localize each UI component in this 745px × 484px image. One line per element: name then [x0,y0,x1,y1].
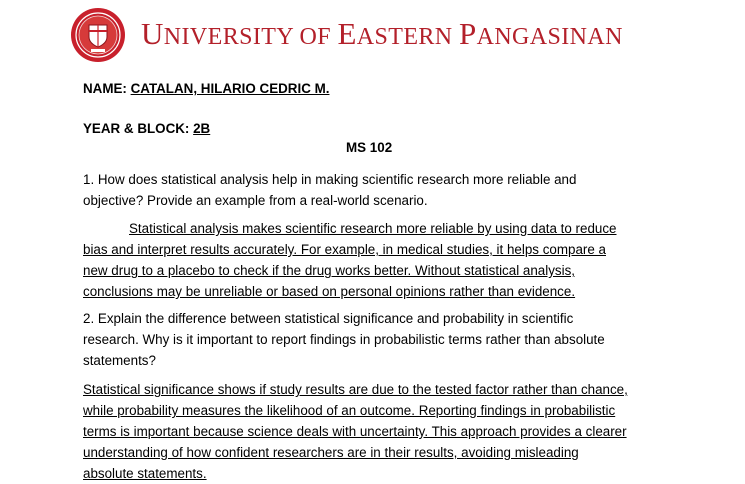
a2-line: understanding of how confident researche… [83,445,579,460]
q1-line: 1. How does statistical analysis help in… [83,172,577,187]
a2-line: while probability measures the likelihoo… [83,403,616,418]
university-name: UNIVERSITY OF EASTERN PANGASINAN [141,14,623,57]
university-name-part: NIVERSITY OF [163,24,338,50]
year-block-value: 2B [193,121,211,136]
year-block-label: YEAR & BLOCK: [83,121,194,136]
year-block-line: YEAR & BLOCK: 2B [83,119,210,139]
question-1: 1. How does statistical analysis help in… [83,169,683,211]
document-header: UNIVERSITY OF EASTERN PANGASINAN [70,7,690,63]
name-label: NAME: [83,81,131,96]
a1-line: conclusions may be unreliable or based o… [83,284,576,299]
course-code: MS 102 [346,140,393,155]
university-seal-icon [71,8,125,62]
question-2: 2. Explain the difference between statis… [83,308,683,371]
a1-line: new drug to a placebo to check if the dr… [83,263,575,278]
name-value: CATALAN, HILARIO CEDRIC M. [130,81,330,96]
q2-line: 2. Explain the difference between statis… [83,311,574,326]
answer-1: Statistical analysis makes scientific re… [83,218,683,302]
a2-line: terms is important because science deals… [83,424,627,439]
a2-line: absolute statements. [83,466,207,481]
answer-2: Statistical significance shows if study … [83,379,683,484]
university-name-part: U [141,16,164,51]
university-name-part: ANGASINAN [476,24,623,50]
a1-line: Statistical analysis makes scientific re… [129,221,617,236]
q1-line: objective? Provide an example from a rea… [83,193,428,208]
student-name-line: NAME: CATALAN, HILARIO CEDRIC M. [83,79,329,99]
a1-line: bias and interpret results accurately. F… [83,242,606,257]
university-name-part: ASTERN [356,24,459,50]
a2-line: Statistical significance shows if study … [83,382,628,397]
q2-line: research. Why is it important to report … [83,332,605,347]
university-name-part: P [458,16,477,51]
university-name-part: E [337,16,357,51]
q2-line: statements? [83,353,156,368]
